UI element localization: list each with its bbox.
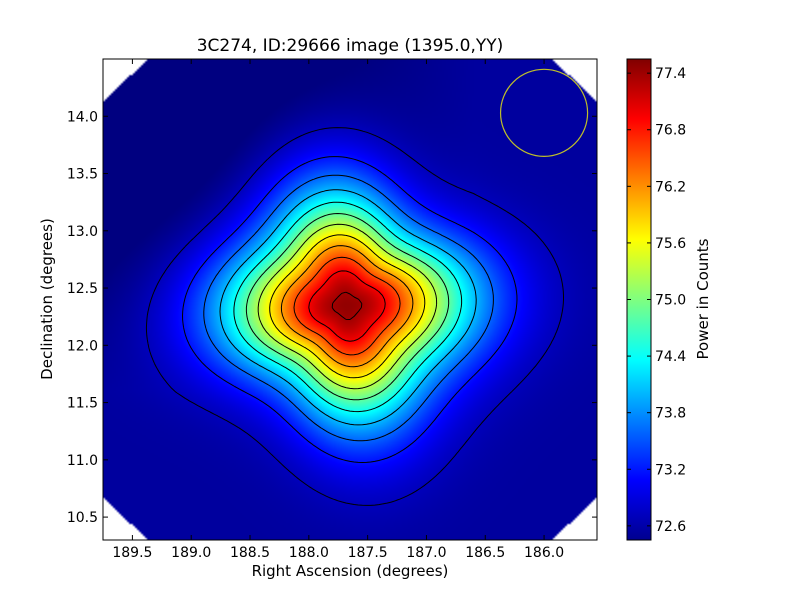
contour-level-3 <box>219 189 477 426</box>
x-tick-label: 187.0 <box>406 545 446 561</box>
contour-level-8 <box>280 245 414 368</box>
contour-level-10 <box>308 270 386 342</box>
beam-marker <box>499 68 589 157</box>
x-tick-label: 188.5 <box>230 545 270 561</box>
colorbar-tick-label: 75.6 <box>655 236 686 252</box>
x-tick-label: 187.5 <box>348 545 388 561</box>
x-tick-label: 186.5 <box>465 545 505 561</box>
y-tick-label: 12.0 <box>67 338 98 354</box>
y-tick-label: 14.0 <box>67 109 98 125</box>
x-tick-label: 189.5 <box>112 545 152 561</box>
contour-lines <box>145 127 564 506</box>
x-tick-label: 188.0 <box>289 545 329 561</box>
y-tick-label: 13.0 <box>67 224 98 240</box>
plot-frame <box>102 58 598 541</box>
x-tick-label: 186.0 <box>524 545 564 561</box>
colorbar-axis: 72.6 73.2 73.8 74.4 75.0 75.6 76.2 76.8 77.4 <box>627 66 686 535</box>
contour-level-2 <box>203 174 494 442</box>
contour-level-1 <box>182 156 518 463</box>
contour-level-7 <box>269 234 426 379</box>
colorbar-tick-label: 75.0 <box>655 293 686 309</box>
contour-level-0 <box>145 127 564 506</box>
colorbar-tick-label: 76.2 <box>655 179 686 195</box>
colorbar-tick-label: 74.4 <box>655 349 686 365</box>
y-tick-label: 13.5 <box>67 167 98 183</box>
y-axis-label: Declination (degrees) <box>38 218 56 380</box>
colorbar-tick-label: 77.4 <box>655 66 686 82</box>
colorbar-label: Power in Counts <box>694 238 712 360</box>
contour-level-5 <box>245 213 450 401</box>
heatmap-image <box>103 59 597 540</box>
colorbar-tick-label: 72.6 <box>655 519 686 535</box>
y-tick-label: 10.5 <box>67 510 98 526</box>
contour-level-9 <box>293 256 401 356</box>
colorbar-tick-label: 73.8 <box>655 406 686 422</box>
y-tick-label: 11.0 <box>67 453 98 469</box>
contour-level-4 <box>233 201 463 413</box>
y-tick-label: 11.5 <box>67 396 98 412</box>
chart-title: 3C274, ID:29666 image (1395.0,YY) <box>196 36 504 56</box>
x-tick-label: 189.0 <box>171 545 211 561</box>
x-axis-label: Right Ascension (degrees) <box>251 562 449 580</box>
contour-level-6 <box>257 223 438 390</box>
x-axis: 189.5 189.0 188.5 188.0 187.5 187.0 186.5 186.0 <box>112 59 564 561</box>
y-tick-label: 12.5 <box>67 281 98 297</box>
contour-level-11 <box>331 291 363 320</box>
y-axis: 10.5 11.0 11.5 12.0 12.5 13.0 13.5 14.0 <box>67 109 597 526</box>
colorbar-tick-label: 76.8 <box>655 123 686 139</box>
colorbar-tick-label: 73.2 <box>655 462 686 478</box>
